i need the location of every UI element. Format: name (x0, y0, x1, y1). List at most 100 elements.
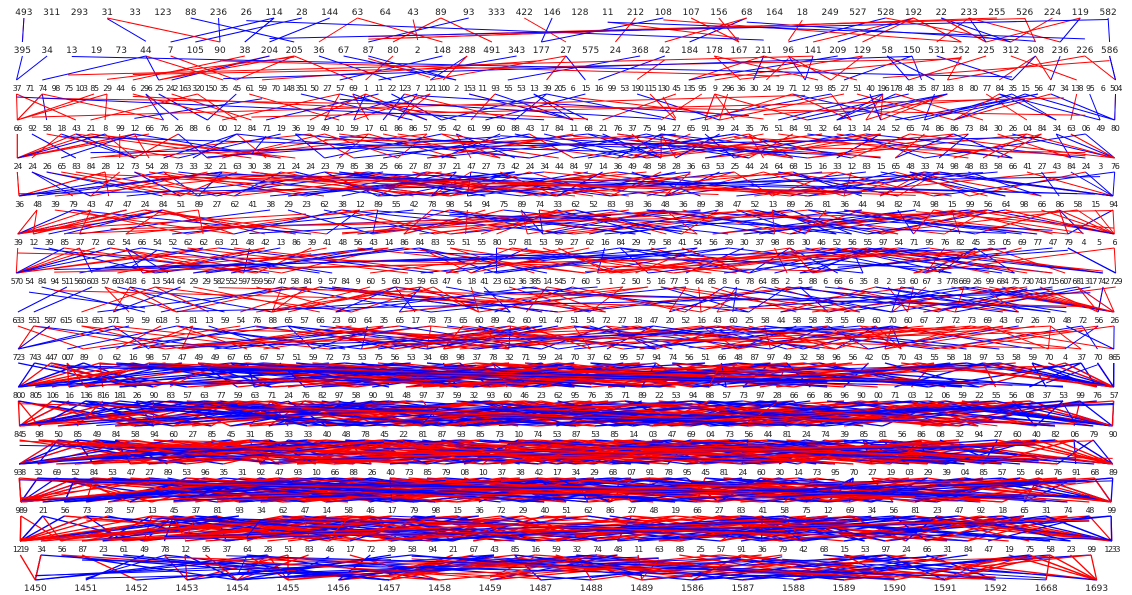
graph-node-label: 36 (292, 124, 301, 133)
graph-node-label: 575 (582, 46, 599, 56)
graph-edge (740, 554, 946, 581)
graph-node-label: 28 (264, 545, 273, 554)
graph-edge (766, 58, 789, 81)
graph-node-label: 1219 (13, 545, 29, 554)
graph-node-label: 47 (123, 200, 132, 209)
graph-node-label: 92 (28, 124, 37, 133)
graph-edge (808, 209, 1038, 235)
graph-node-label: 65 (687, 124, 696, 133)
graph-edge (1050, 325, 1082, 350)
graph-node-label: 99 (986, 277, 995, 286)
graph-node-label: 81 (189, 316, 198, 325)
graph-node-label: 62 (231, 200, 240, 209)
graph-edge (478, 286, 649, 313)
graph-edge (894, 133, 925, 159)
graph-edge (787, 286, 1003, 313)
graph-node-label: 15 (453, 506, 462, 515)
graph-edge (170, 17, 275, 43)
graph-node-label: 63 (233, 162, 242, 171)
graph-node-label: 77 (670, 277, 679, 286)
graph-node-label: 55 (1016, 468, 1025, 477)
graph-edge (37, 477, 1024, 498)
graph-edge (338, 401, 787, 427)
graph-node-label: 681 (1072, 277, 1084, 286)
graph-node-label: 18 (998, 506, 1007, 515)
graph-edge (987, 209, 1115, 235)
graph-node-label: 78 (161, 545, 170, 554)
graph-node-label: 18 (797, 8, 809, 18)
graph-node-label: 22 (655, 391, 664, 400)
graph-node-label: 99 (608, 84, 617, 93)
graph-node-label: 84 (570, 162, 579, 171)
graph-node-label: 74 (669, 353, 678, 362)
graph-node-label: 17 (411, 316, 420, 325)
graph-node-label: 1458 (428, 584, 451, 594)
graph-node-label: 80 (1111, 124, 1120, 133)
graph-edge (270, 400, 289, 427)
graph-node-label: 71 (26, 84, 35, 93)
graph-node-label: 96 (840, 391, 849, 400)
graph-node-label: 56 (58, 545, 67, 554)
graph-edge (107, 18, 147, 42)
graph-node-label: 30 (740, 238, 749, 247)
graph-node-label: 74 (935, 162, 944, 171)
graph-node-label: 29 (924, 468, 933, 477)
graph-node-label: 83 (72, 162, 81, 171)
graph-node-label: 91 (1072, 468, 1081, 477)
graph-node-label: 30 (248, 162, 257, 171)
graph-node-label: 45 (227, 430, 236, 439)
graph-node-label: 26 (804, 200, 813, 209)
graph-node-label: 58 (408, 545, 417, 554)
graph-edge (198, 328, 638, 345)
graph-node-label: 86 (394, 124, 403, 133)
graph-node-label: 95 (620, 353, 629, 362)
graph-node-label: 56 (685, 353, 694, 362)
graph-node-label: 98 (52, 84, 61, 93)
graph-node-label: 12 (131, 124, 140, 133)
graph-node-label: 56 (744, 430, 753, 439)
graph-node-label: 89 (164, 468, 173, 477)
graph-layer: 66 92 58 18 43 21 8 99 12 66 76 26 88 6 00 12 84 71 19 36 19… (14, 124, 1121, 133)
graph-edge (90, 136, 1042, 154)
graph-node-label: 81 (822, 200, 831, 209)
graph-edge (33, 209, 127, 235)
graph-node-label: 58 (793, 316, 802, 325)
graph-edge (891, 286, 927, 313)
graph-node-label: 19 (887, 468, 896, 477)
graph-edge (924, 171, 1114, 197)
graph-node-label: 196 (877, 84, 889, 93)
graph-edge (19, 400, 70, 427)
graph-node-label: 47 (301, 506, 310, 515)
graph-node-label: 2 (454, 84, 459, 93)
graph-node-label: 43 (490, 545, 499, 554)
graph-node-label: 91 (737, 545, 746, 554)
graph-node-label: 27 (672, 124, 681, 133)
graph-node-label: 68 (741, 8, 753, 18)
graph-node-label: 1451 (74, 584, 97, 594)
graph-node-label: 43 (914, 353, 923, 362)
graph-node-label: 225 (978, 46, 995, 56)
graph-node-label: 19 (776, 84, 785, 93)
graph-node-label: 63 (430, 277, 439, 286)
graph-edge (361, 325, 368, 350)
graph-edge (249, 214, 611, 234)
graph-node-label: 723 (13, 353, 25, 362)
graph-node-label: 55 (504, 84, 513, 93)
graph-node-label: 99 (482, 124, 491, 133)
graph-node-label: 19 (277, 124, 286, 133)
graph-node-label: 66 (394, 162, 403, 171)
graph-edge (50, 364, 120, 383)
graph-node-label: 84 (159, 200, 168, 209)
graph-node-label: 368 (632, 46, 649, 56)
graph-node-label: 37 (497, 468, 506, 477)
graph-edge (42, 55, 147, 81)
graph-edge (837, 249, 1068, 268)
graph-node-labels: 493 311 293 31 33 123 88 236 26 114 28 144 63 64 43 89 9… (11, 8, 1124, 594)
graph-edge (1024, 93, 1115, 121)
graph-edge (498, 403, 1114, 426)
graph-node-label: 51 (284, 545, 293, 554)
graph-edge (18, 477, 22, 503)
graph-node-label: 21 (599, 124, 608, 133)
graph-edge (236, 133, 457, 159)
graph-node-label: 75 (374, 353, 383, 362)
